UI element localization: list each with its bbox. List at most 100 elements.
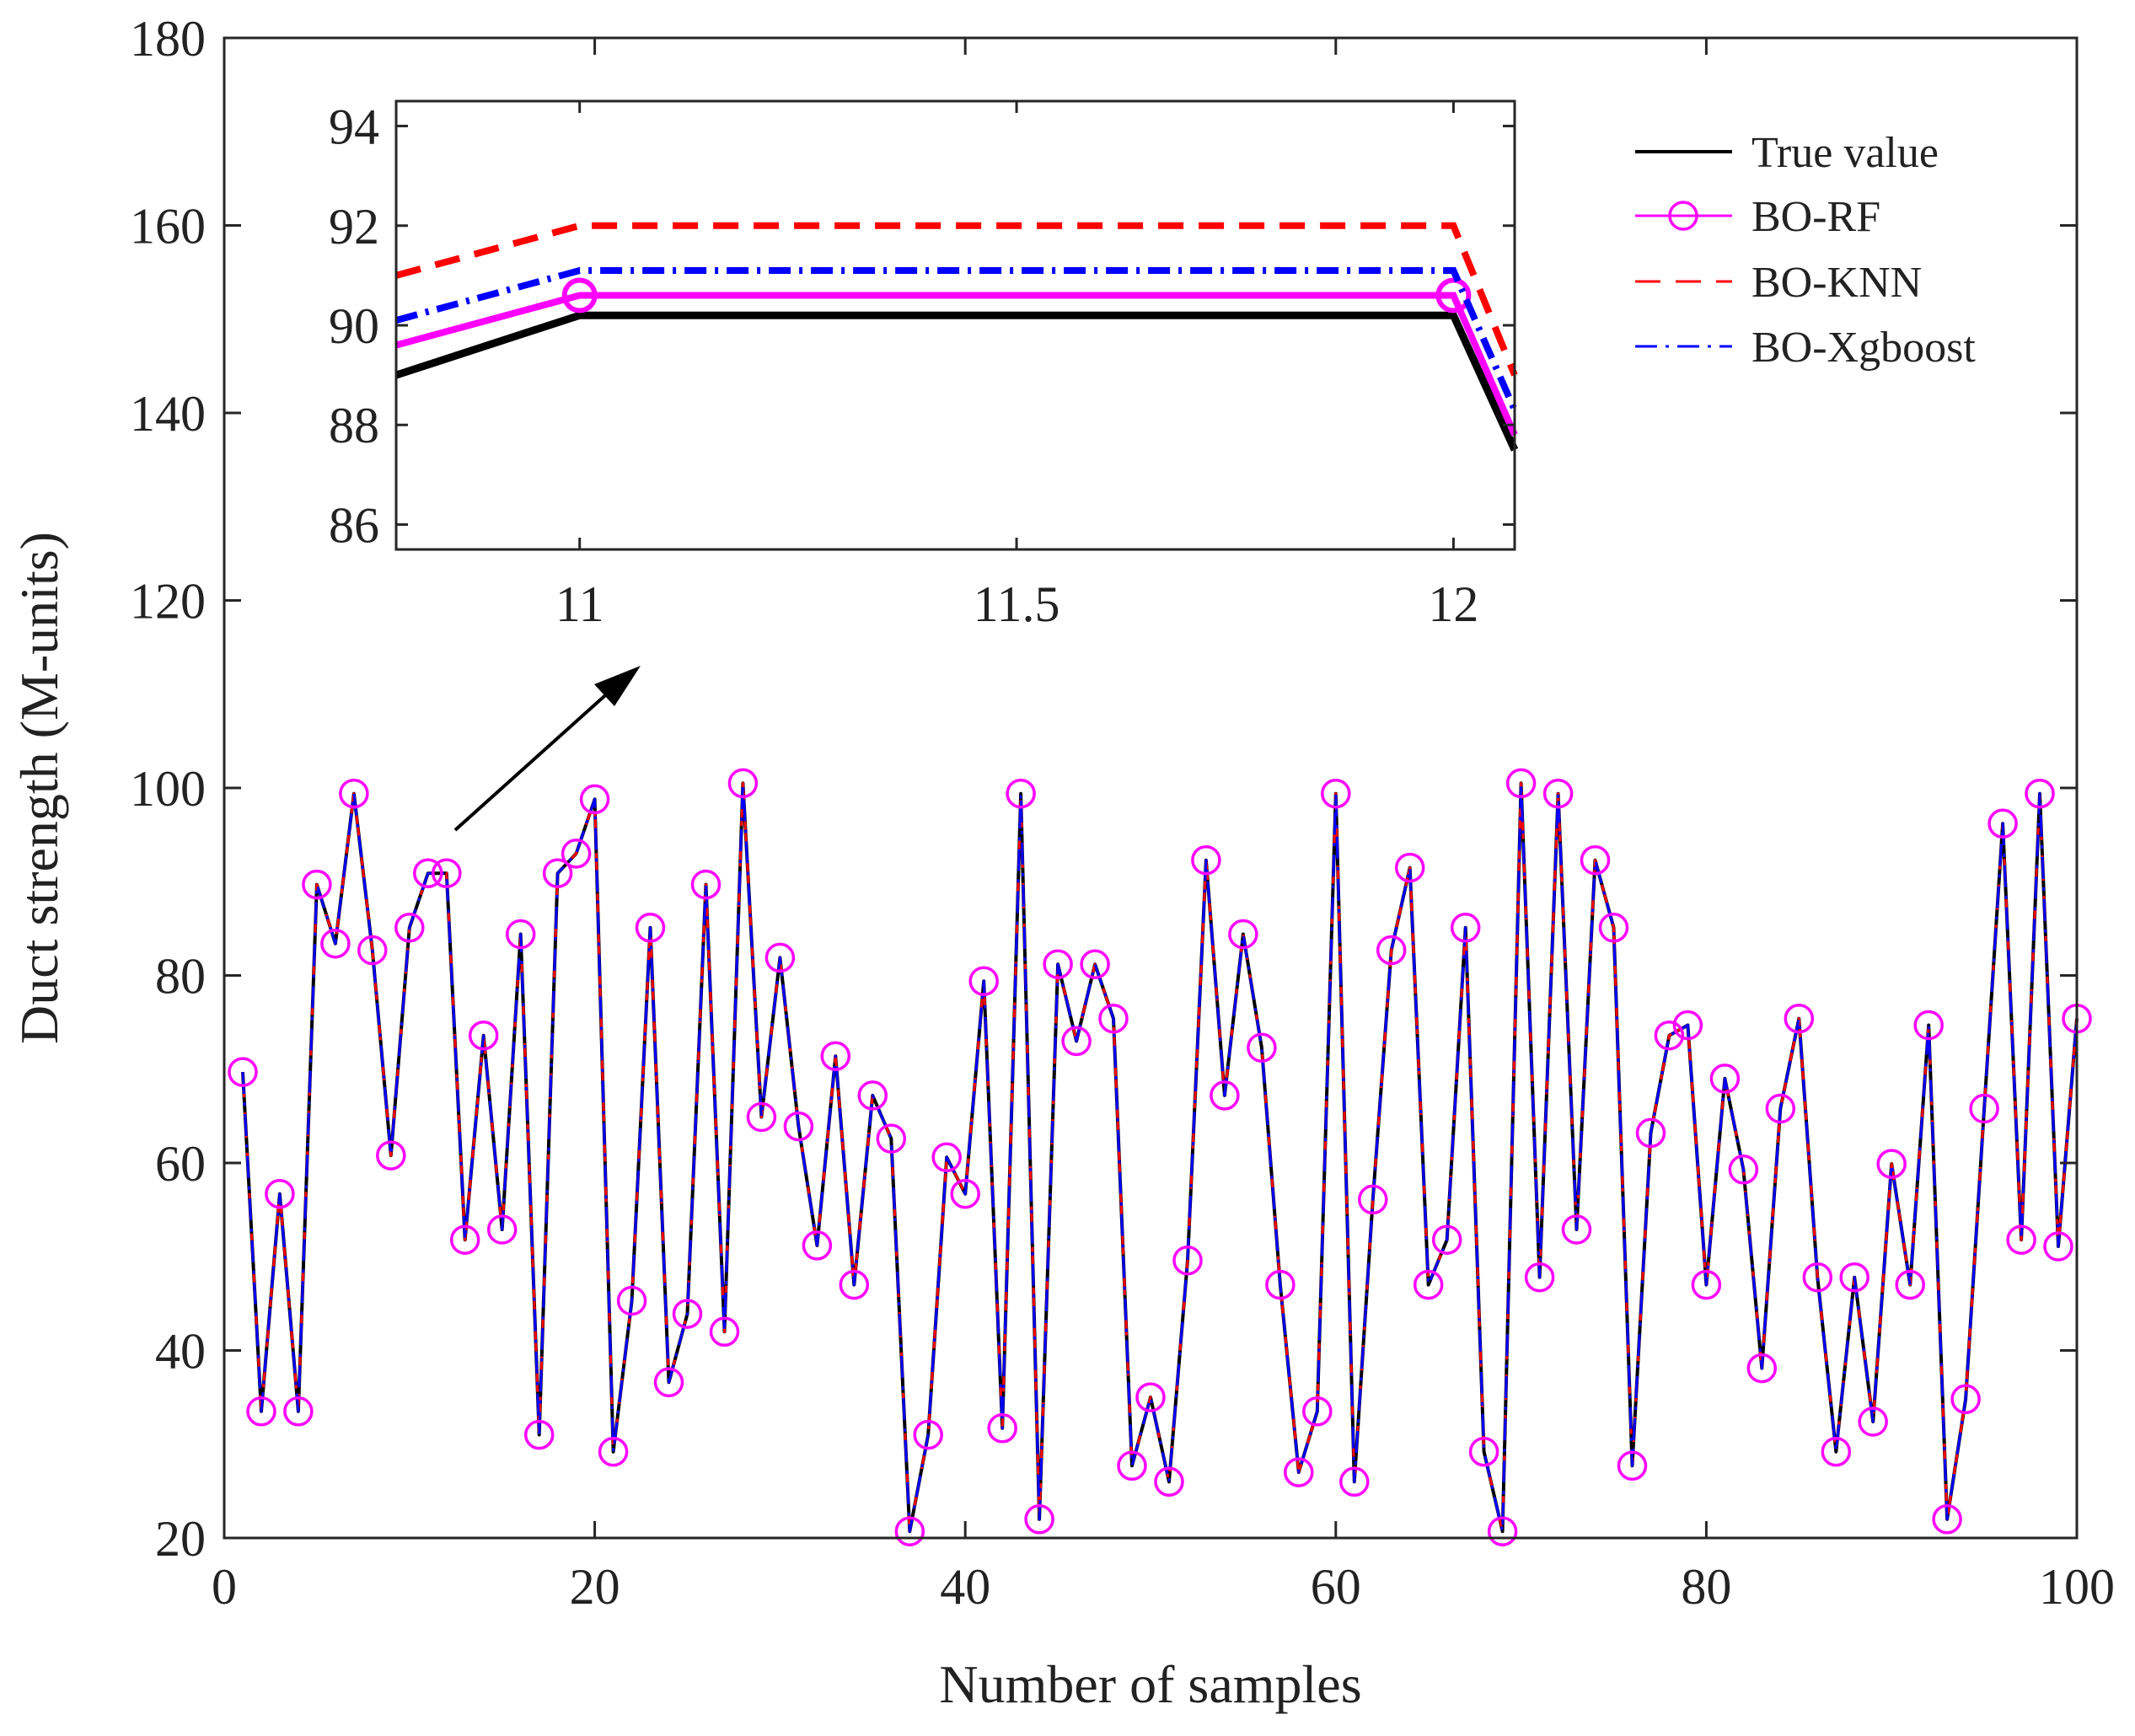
y-tick-label: 160 xyxy=(130,199,206,255)
bo-rf-marker xyxy=(1617,1450,1648,1481)
x-tick-label: 80 xyxy=(1681,1559,1731,1615)
legend: True value BO-RF BO-KNN BO-Xgboost xyxy=(1635,129,1976,372)
bo-rf-marker xyxy=(376,1140,406,1171)
bo-rf-marker xyxy=(1394,852,1425,883)
bo-rf-marker xyxy=(598,1436,629,1467)
inset-y-tick-label: 94 xyxy=(329,99,379,155)
bo-rf-marker xyxy=(505,919,536,950)
bo-rf-marker xyxy=(1024,1504,1054,1535)
inset-x-tick-label: 11.5 xyxy=(974,576,1060,632)
bo-rf-marker xyxy=(746,1101,777,1133)
legend-entry-bo-rf: BO-RF xyxy=(1635,193,1880,241)
x-tick-label: 60 xyxy=(1311,1559,1361,1615)
bo-rf-marker xyxy=(764,942,796,973)
bo-rf-marker xyxy=(950,1178,980,1209)
bo-rf-marker xyxy=(1821,1436,1852,1467)
bo-rf-marker xyxy=(1765,1093,1796,1124)
bo-rf-marker xyxy=(913,1419,943,1450)
bo-rf-marker xyxy=(690,869,722,900)
inset-bo-rf-marker xyxy=(1435,277,1472,313)
bo-rf-marker xyxy=(1895,1269,1925,1300)
bo-rf-marker xyxy=(1228,919,1258,950)
bo-rf-marker xyxy=(1672,1010,1703,1041)
bo-rf-marker xyxy=(1784,1003,1815,1034)
bo-rf-marker xyxy=(783,1111,814,1142)
y-tick-label: 60 xyxy=(155,1136,206,1192)
bo-rf-marker xyxy=(1635,1117,1666,1149)
bo-rf-marker xyxy=(802,1230,833,1261)
inset-y-tick-label: 88 xyxy=(329,398,379,453)
bo-rf-marker xyxy=(1210,1080,1240,1111)
bo-rf-marker xyxy=(987,1413,1017,1444)
zoom-arrow xyxy=(453,666,641,832)
bo-rf-marker xyxy=(653,1367,684,1398)
bo-rf-marker xyxy=(1154,1466,1184,1498)
x-tick-label: 20 xyxy=(570,1559,620,1615)
main-series-group xyxy=(228,768,2092,1546)
bo-rf-marker xyxy=(265,1178,295,1209)
bo-rf-marker xyxy=(523,1419,555,1450)
bo-rf-marker xyxy=(1265,1269,1295,1300)
bo-rf-marker xyxy=(839,1269,870,1300)
bo-rf-marker xyxy=(1043,949,1073,979)
bo-rf-marker xyxy=(876,1123,907,1154)
bo-rf-marker xyxy=(1376,935,1407,966)
inset-y-tick-label: 86 xyxy=(329,497,379,553)
bo-rf-marker xyxy=(1969,1093,1999,1124)
x-axis-title: Number of samples xyxy=(939,1654,1361,1714)
bo-rf-marker xyxy=(486,1214,518,1245)
inset-series-line-bo-rf xyxy=(394,292,1518,437)
bo-rf-marker xyxy=(1802,1262,1833,1293)
bo-rf-marker xyxy=(1580,844,1611,876)
zoom-arrow-shaft xyxy=(453,688,614,832)
bo-rf-marker xyxy=(1728,1155,1759,1185)
inset-series-group xyxy=(394,222,1519,452)
series-line-bo-xgboost xyxy=(241,781,2079,1533)
bo-rf-marker xyxy=(1709,1064,1741,1094)
bo-rf-marker xyxy=(394,913,425,943)
inset-x-tick-label: 12 xyxy=(1428,576,1478,632)
inset-series-line-true-value xyxy=(394,311,1519,452)
bo-rf-marker xyxy=(2025,778,2055,809)
bo-rf-marker xyxy=(857,1080,888,1111)
bo-rf-marker xyxy=(1080,949,1110,979)
inset-bo-rf-marker xyxy=(561,277,598,313)
bo-rf-marker xyxy=(246,1396,276,1427)
bo-rf-marker xyxy=(1542,778,1574,809)
legend-marker-bo-rf xyxy=(1668,201,1698,231)
bo-rf-marker xyxy=(1098,1003,1129,1034)
bo-rf-marker xyxy=(1191,844,1221,876)
bo-rf-marker xyxy=(432,858,462,888)
bo-rf-marker xyxy=(1598,913,1629,943)
bo-rf-marker xyxy=(820,1041,851,1071)
bo-rf-marker xyxy=(1413,1269,1444,1300)
bo-rf-marker xyxy=(709,1316,740,1348)
bo-rf-marker xyxy=(1746,1353,1778,1384)
bo-rf-marker xyxy=(1172,1245,1203,1276)
bo-rf-marker xyxy=(1839,1262,1869,1293)
bo-rf-marker xyxy=(1006,778,1036,809)
inset-y-tick-label: 92 xyxy=(329,199,379,255)
inset-background xyxy=(396,101,1515,549)
inset-y-tick-label: 90 xyxy=(329,298,379,354)
bo-rf-marker xyxy=(1950,1384,1981,1415)
bo-rf-marker xyxy=(2006,1224,2036,1255)
y-axis-title: Duct strength (M-units) xyxy=(9,532,69,1044)
bo-rf-marker xyxy=(1247,1032,1277,1063)
y-tick-label: 20 xyxy=(155,1511,206,1567)
bo-rf-marker xyxy=(1284,1457,1314,1487)
y-tick-label: 120 xyxy=(130,574,206,630)
bo-rf-marker xyxy=(672,1299,703,1329)
bo-rf-marker xyxy=(1117,1450,1147,1481)
bo-rf-marker xyxy=(931,1142,962,1173)
legend-entry-true-value: True value xyxy=(1635,129,1939,177)
legend-label-bo-knn: BO-KNN xyxy=(1751,259,1922,307)
y-tick-label: 80 xyxy=(155,949,206,1005)
bo-rf-marker xyxy=(339,778,369,809)
bo-rf-marker xyxy=(1987,808,2018,839)
bo-rf-marker xyxy=(561,839,592,869)
bo-rf-marker xyxy=(1339,1466,1370,1498)
